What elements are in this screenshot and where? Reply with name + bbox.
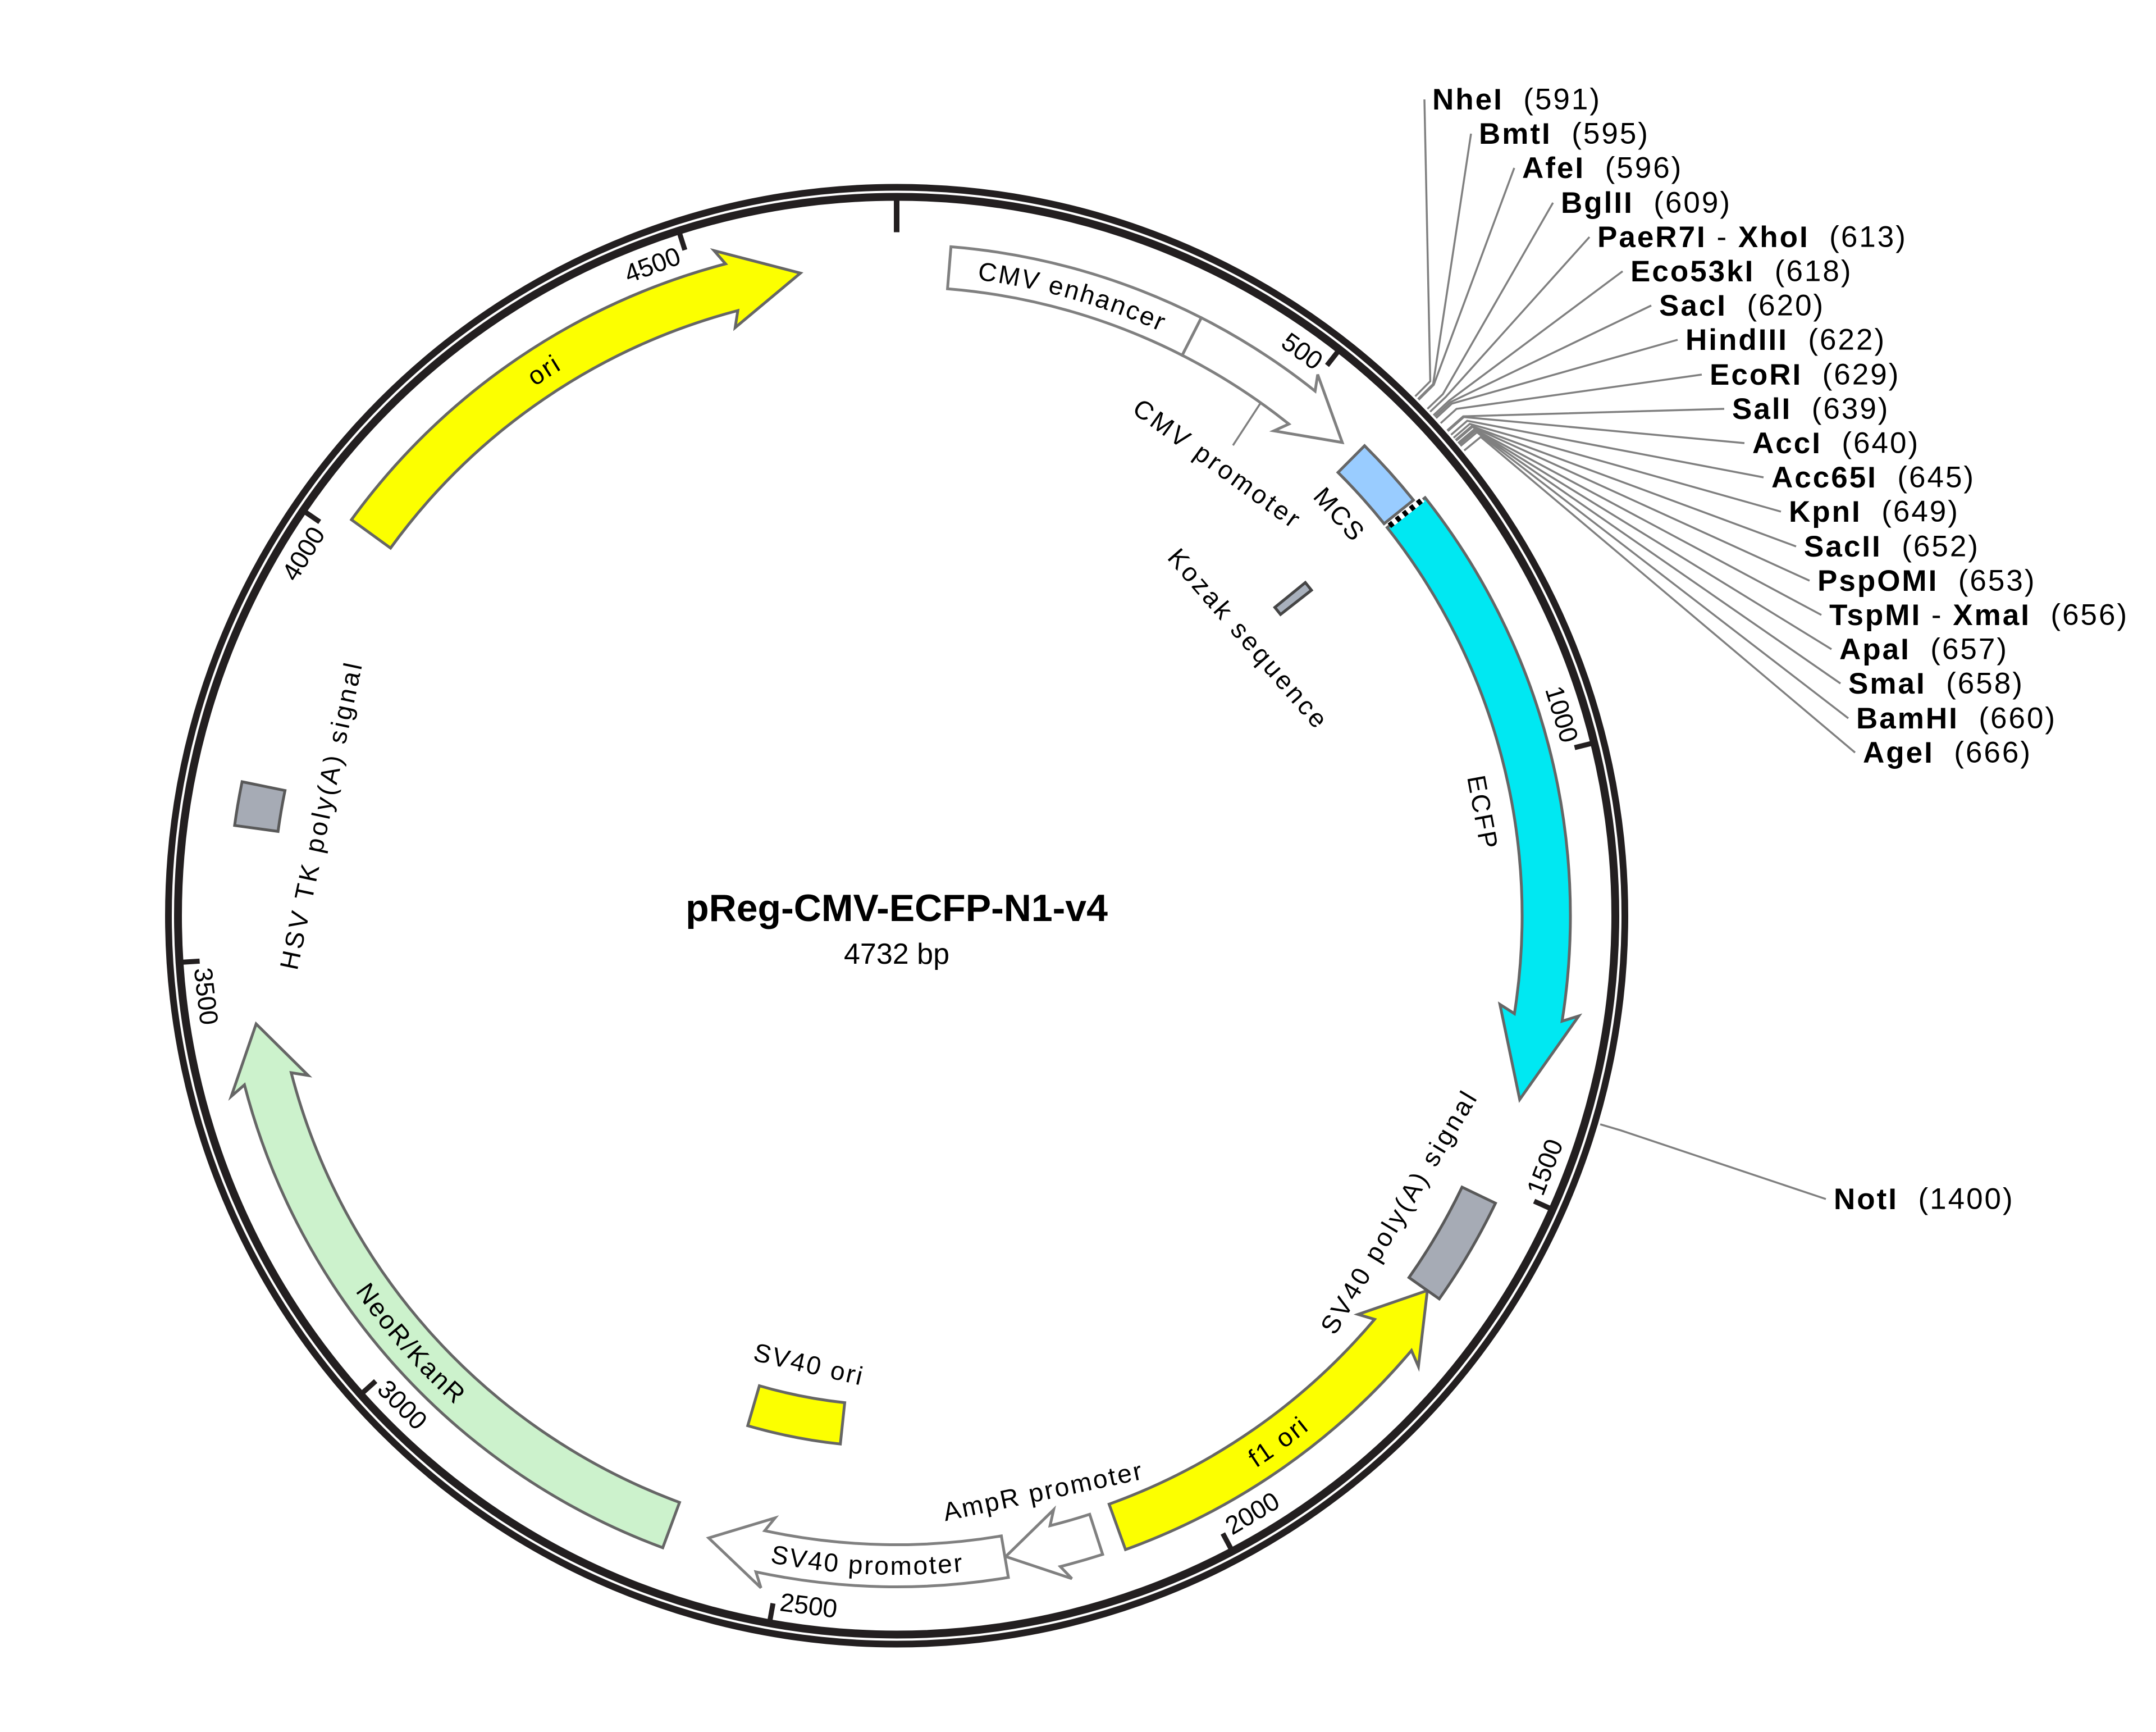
svg-text:PaeR7I - XhoI (613): PaeR7I - XhoI (613) — [1597, 221, 1907, 254]
svg-text:NheI (591): NheI (591) — [1432, 83, 1601, 116]
svg-text:Eco53kI (618): Eco53kI (618) — [1630, 255, 1853, 288]
svg-text:BmtI (595): BmtI (595) — [1479, 117, 1650, 151]
svg-text:SacII (652): SacII (652) — [1804, 530, 1980, 563]
svg-text:AgeI (666): AgeI (666) — [1863, 736, 2032, 769]
svg-text:TspMI - XmaI (656): TspMI - XmaI (656) — [1829, 599, 2128, 632]
svg-text:NotI (1400): NotI (1400) — [1834, 1183, 2015, 1216]
svg-text:2500: 2500 — [778, 1587, 839, 1624]
svg-text:SmaI (658): SmaI (658) — [1848, 667, 2024, 700]
svg-text:Acc65I (645): Acc65I (645) — [1771, 461, 1975, 494]
svg-text:SalI (639): SalI (639) — [1732, 393, 1889, 426]
svg-text:EcoRI (629): EcoRI (629) — [1710, 358, 1900, 391]
svg-text:HindIII (622): HindIII (622) — [1685, 323, 1886, 357]
svg-text:SacI (620): SacI (620) — [1659, 289, 1825, 322]
svg-text:3500: 3500 — [189, 966, 225, 1027]
svg-text:AccI (640): AccI (640) — [1752, 427, 1920, 460]
svg-text:BamHI (660): BamHI (660) — [1856, 702, 2057, 735]
svg-text:PspOMI (653): PspOMI (653) — [1817, 564, 2036, 598]
svg-text:KpnI (649): KpnI (649) — [1789, 495, 1959, 528]
svg-text:pReg-CMV-ECFP-N1-v4: pReg-CMV-ECFP-N1-v4 — [686, 887, 1108, 929]
svg-text:4732 bp: 4732 bp — [844, 938, 949, 970]
svg-text:AfeI (596): AfeI (596) — [1522, 152, 1683, 185]
svg-text:BglII (609): BglII (609) — [1561, 186, 1732, 220]
svg-text:ApaI (657): ApaI (657) — [1839, 633, 2008, 666]
